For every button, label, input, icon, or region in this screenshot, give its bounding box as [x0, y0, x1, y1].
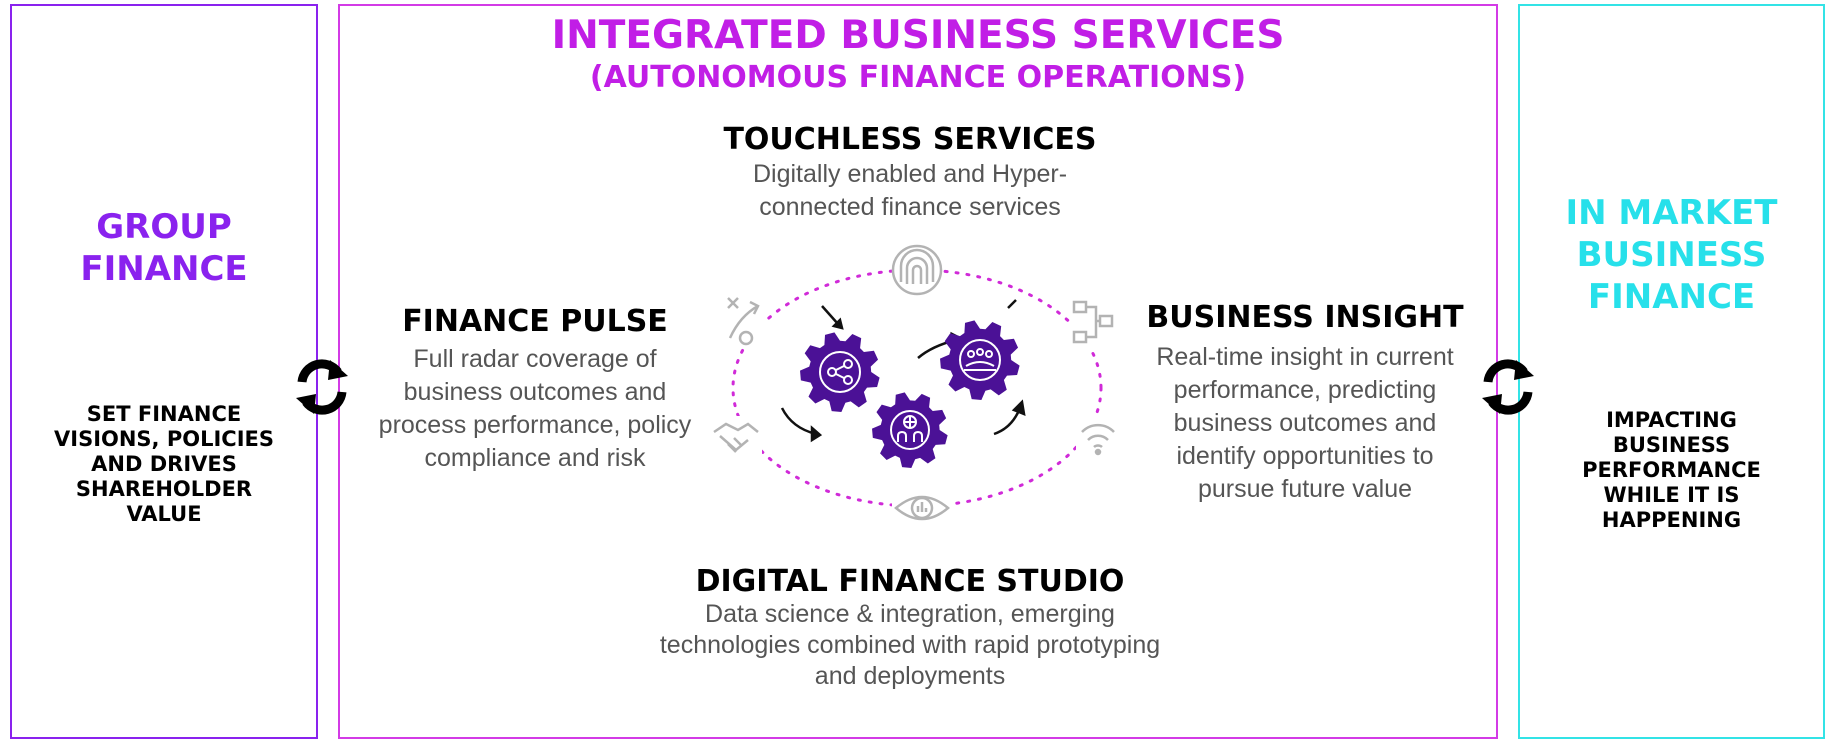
- in-market-title-line: BUSINESS: [1576, 235, 1767, 275]
- text-line: compliance and risk: [424, 444, 646, 472]
- text-line: business outcomes and: [1173, 409, 1437, 437]
- finance-pulse-text: Full radar coverage of business outcomes…: [355, 343, 715, 475]
- finance-pulse-title: FINANCE PULSE: [402, 304, 668, 339]
- digital-finance-studio-title: DIGITAL FINANCE STUDIO: [695, 564, 1125, 599]
- digital-finance-studio-text: Data science & integration, emerging tec…: [580, 599, 1240, 692]
- text-line: performance, predicting: [1173, 376, 1437, 404]
- business-insight-text: Real-time insight in current performance…: [1130, 341, 1480, 506]
- desc-line: HAPPENING: [1601, 508, 1742, 532]
- in-market-business-finance-panel: [1518, 4, 1825, 739]
- in-market-title: IN MARKET BUSINESS FINANCE: [1518, 192, 1825, 318]
- text-line: and deployments: [814, 662, 1006, 690]
- sync-arrows-icon: [296, 359, 348, 415]
- dotted-orbit: [731, 268, 1103, 508]
- strategy-icon: [720, 290, 764, 346]
- business-insight-title: BUSINESS INSIGHT: [1146, 300, 1464, 335]
- text-line: identify opportunities to: [1176, 442, 1434, 470]
- share-icon: [827, 359, 853, 385]
- workflow-icon: [1070, 296, 1118, 348]
- text-line: Data science & integration, emerging: [705, 600, 1115, 628]
- text-line: technologies combined with rapid prototy…: [659, 631, 1161, 659]
- gear-shape: [940, 320, 1020, 400]
- touchless-services-text: Digitally enabled and Hyper- connected f…: [640, 158, 1180, 224]
- fingerprint-icon: [891, 244, 943, 296]
- desc-line: WHILE IT IS: [1603, 483, 1740, 507]
- gears-graphic: [712, 244, 1120, 526]
- desc-line: VISIONS, POLICIES: [54, 427, 274, 451]
- share-gear-icon: [800, 332, 880, 412]
- group-finance-title-line: GROUP: [96, 207, 232, 247]
- desc-line: AND DRIVES: [91, 452, 237, 476]
- gear-shape: [872, 392, 948, 468]
- handshake-icon: [712, 416, 762, 460]
- text-line: Digitally enabled and Hyper-: [752, 160, 1068, 188]
- globe-people-icon: [897, 415, 923, 442]
- desc-line: BUSINESS: [1612, 433, 1731, 457]
- desc-line: SHAREHOLDER: [75, 477, 253, 501]
- text-line: connected finance services: [759, 193, 1061, 221]
- text-line: Full radar coverage of: [413, 345, 657, 373]
- eye-chart-icon: [892, 490, 952, 526]
- group-finance-title-line: FINANCE: [80, 249, 248, 289]
- in-market-title-line: IN MARKET: [1565, 193, 1778, 233]
- sync-arrows-icon: [1482, 359, 1534, 415]
- gear-shape: [800, 332, 880, 412]
- in-market-title-line: FINANCE: [1587, 277, 1756, 317]
- desc-line: SET FINANCE: [86, 402, 242, 426]
- gear-ring: [890, 410, 930, 450]
- in-market-description: IMPACTING BUSINESS PERFORMANCE WHILE IT …: [1518, 408, 1825, 533]
- meeting-gear-icon: [940, 320, 1020, 400]
- integrated-services-subtitle: (AUTONOMOUS FINANCE OPERATIONS): [589, 60, 1247, 95]
- globe-people-gear-icon: [872, 392, 948, 468]
- text-line: process performance, policy: [378, 411, 692, 439]
- group-finance-panel: [10, 4, 318, 739]
- meeting-icon: [964, 348, 996, 371]
- wifi-icon: [1076, 418, 1120, 458]
- group-finance-title: GROUP FINANCE: [10, 206, 318, 290]
- text-line: pursue future value: [1197, 475, 1413, 503]
- gear-ring: [819, 351, 861, 393]
- gear-ring: [959, 339, 1001, 381]
- desc-line: VALUE: [126, 502, 202, 526]
- group-finance-description: SET FINANCE VISIONS, POLICIES AND DRIVES…: [10, 402, 318, 527]
- desc-line: PERFORMANCE: [1582, 458, 1761, 482]
- text-line: business outcomes and: [403, 378, 667, 406]
- touchless-services-title: TOUCHLESS SERVICES: [723, 122, 1097, 157]
- text-line: Real-time insight in current: [1156, 343, 1454, 371]
- integrated-services-title: INTEGRATED BUSINESS SERVICES: [551, 13, 1285, 58]
- desc-line: IMPACTING: [1606, 408, 1737, 432]
